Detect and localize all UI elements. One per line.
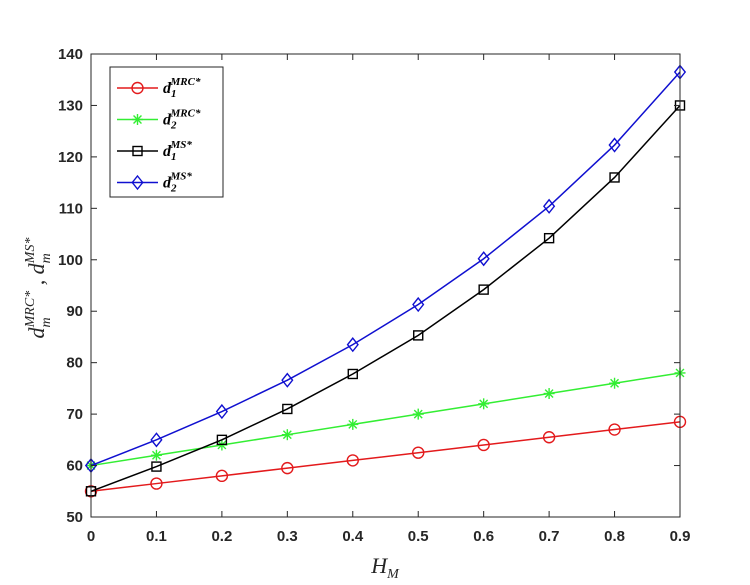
legend-label: d2MRC* bbox=[163, 108, 201, 132]
y-tick-label: 130 bbox=[58, 97, 83, 114]
series-line-3 bbox=[90, 104, 681, 492]
series-3-point bbox=[413, 330, 424, 341]
x-tick-label: 0.3 bbox=[277, 528, 298, 545]
series-4-point bbox=[215, 403, 228, 420]
y-tick-label: 110 bbox=[59, 200, 83, 217]
series-4-point bbox=[150, 432, 163, 448]
x-axis-label-base: H bbox=[370, 553, 388, 578]
x-axis-label: HM bbox=[370, 553, 400, 582]
y-label-a-sup: MRC* bbox=[23, 291, 38, 329]
series-line-1 bbox=[90, 421, 681, 493]
y-tick-label: 70 bbox=[66, 406, 83, 423]
series-2-point bbox=[412, 408, 424, 420]
y-label-b-sup: MS* bbox=[23, 238, 38, 265]
y-tick-label: 140 bbox=[58, 46, 83, 63]
x-tick-label: 0.8 bbox=[604, 528, 625, 545]
legend-label: d2MS* bbox=[163, 171, 192, 195]
legend: d1MRC* d2MRC* d1MS* d2MS* bbox=[109, 66, 224, 198]
y-tick-label: 120 bbox=[58, 149, 83, 166]
y-tick-label: 90 bbox=[66, 303, 83, 320]
series-4-point bbox=[543, 198, 556, 214]
series-3-point bbox=[543, 232, 555, 244]
legend-swatch-marker bbox=[132, 145, 143, 157]
series-4-point bbox=[281, 372, 294, 388]
series-1 bbox=[84, 415, 687, 498]
y-label-a-base: d bbox=[24, 326, 49, 338]
series-2-point bbox=[281, 429, 293, 441]
y-label-b-base: d bbox=[24, 262, 49, 274]
legend-item-4: d2MS* bbox=[117, 171, 192, 195]
legend-swatch-marker bbox=[131, 81, 144, 95]
x-tick-label: 0.6 bbox=[473, 528, 494, 545]
series-1-point bbox=[346, 454, 359, 467]
series-1-point bbox=[412, 446, 425, 459]
x-tick-label: 0.1 bbox=[146, 528, 167, 545]
series-2-point bbox=[609, 377, 621, 389]
y-tick-label: 100 bbox=[58, 252, 83, 269]
x-tick-label: 0.2 bbox=[211, 528, 232, 545]
ticks-layer: 0 0.1 0.2 0.3 0.4 0.5 0.6 0.7 0.8 0.9 50 60 70 80 90 10… bbox=[58, 46, 690, 545]
legend-swatch-marker bbox=[132, 114, 143, 125]
series-1-point bbox=[542, 431, 556, 444]
y-label-a-sub: m bbox=[39, 317, 54, 327]
series-2-point bbox=[478, 398, 490, 410]
legend-item-3: d1MS* bbox=[117, 139, 192, 163]
x-tick-label: 0.5 bbox=[408, 528, 429, 545]
series-3-point bbox=[151, 461, 162, 472]
legend-label: d1MRC* bbox=[163, 76, 201, 100]
legend-label: d1MS* bbox=[163, 139, 192, 163]
series-4-point bbox=[608, 137, 621, 153]
legend-item-1: d1MRC* bbox=[117, 76, 201, 100]
y-label-sep: , bbox=[24, 274, 49, 291]
x-axis-label-sub: M bbox=[386, 567, 400, 582]
series-3-point bbox=[216, 434, 228, 446]
series-2 bbox=[85, 367, 686, 472]
x-tick-label: 0 bbox=[87, 528, 95, 545]
x-tick-label: 0.4 bbox=[342, 528, 364, 545]
series-4-point bbox=[477, 251, 490, 267]
series-1-point bbox=[477, 438, 490, 452]
series-2-point bbox=[347, 418, 359, 430]
x-tick-label: 0.9 bbox=[670, 528, 691, 545]
series-1-point bbox=[281, 461, 294, 475]
legend-swatch-marker bbox=[131, 174, 144, 191]
plot-frame bbox=[90, 53, 681, 518]
series-1-point bbox=[215, 469, 229, 483]
series-1-point bbox=[608, 423, 621, 436]
series-2-point bbox=[150, 449, 162, 461]
series-layer bbox=[84, 64, 687, 498]
y-label-b-sub: m bbox=[39, 253, 54, 263]
series-3-point bbox=[609, 172, 620, 183]
y-tick-label: 80 bbox=[66, 355, 83, 372]
series-3-point bbox=[347, 368, 358, 380]
legend-items: d1MRC* d2MRC* d1MS* d2MS* bbox=[117, 76, 201, 195]
series-3-point bbox=[478, 284, 489, 295]
series-2-point bbox=[543, 388, 555, 400]
x-tick-label: 0.7 bbox=[539, 528, 560, 545]
series-3-point bbox=[282, 403, 293, 415]
series-3 bbox=[85, 100, 686, 497]
series-4-point bbox=[346, 337, 359, 353]
y-axis-label: dmMRC* , dmMS* bbox=[23, 238, 54, 339]
series-1-point bbox=[150, 477, 163, 490]
y-tick-label: 50 bbox=[66, 509, 83, 526]
series-4-point bbox=[412, 296, 425, 313]
legend-item-2: d2MRC* bbox=[117, 108, 201, 132]
y-tick-label: 60 bbox=[66, 458, 83, 475]
series-line-4 bbox=[90, 71, 681, 467]
series-line-2 bbox=[90, 372, 681, 467]
